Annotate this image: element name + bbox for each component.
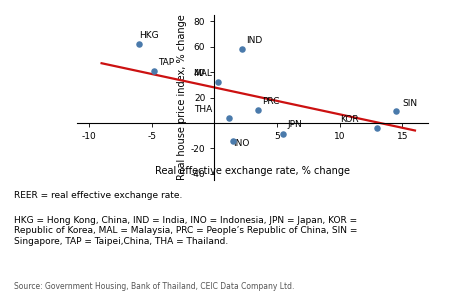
Text: MAL: MAL	[193, 70, 212, 79]
Point	[226, 116, 233, 120]
Text: SIN: SIN	[402, 99, 418, 108]
Point	[230, 138, 237, 143]
X-axis label: Real effective exchange rate, % change: Real effective exchange rate, % change	[154, 166, 350, 176]
Text: JPN: JPN	[287, 120, 302, 129]
Text: INO: INO	[233, 139, 250, 148]
Point	[135, 42, 143, 46]
Point	[238, 47, 246, 52]
Text: HKG: HKG	[139, 32, 159, 40]
Text: THA: THA	[194, 105, 212, 114]
Text: KOR: KOR	[340, 115, 359, 124]
Text: Source: Government Housing, Bank of Thailand, CEIC Data Company Ltd.: Source: Government Housing, Bank of Thai…	[14, 282, 294, 291]
Text: PRC: PRC	[262, 98, 279, 106]
Point	[255, 108, 262, 112]
Text: IND: IND	[246, 37, 262, 46]
Text: TAP: TAP	[158, 58, 174, 67]
Point	[151, 68, 158, 73]
Point	[280, 132, 287, 137]
Y-axis label: Real house price index, % change: Real house price index, % change	[176, 15, 187, 180]
Point	[215, 80, 222, 85]
Point	[374, 126, 381, 130]
Text: HKG = Hong Kong, China, IND = India, INO = Indonesia, JPN = Japan, KOR =
Republi: HKG = Hong Kong, China, IND = India, INO…	[14, 216, 357, 246]
Point	[392, 109, 400, 114]
Text: REER = real effective exchange rate.: REER = real effective exchange rate.	[14, 190, 182, 200]
